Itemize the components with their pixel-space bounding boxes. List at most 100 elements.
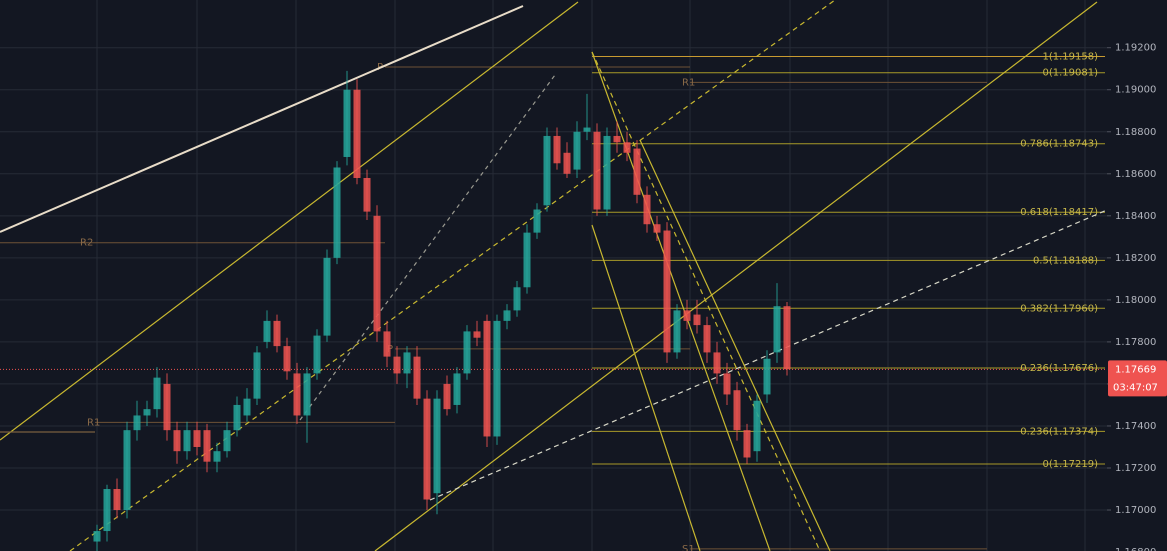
vertical-grid	[96, 0, 1086, 551]
candle-body	[173, 430, 181, 452]
candle-body	[223, 430, 231, 452]
candle-body	[183, 430, 191, 452]
countdown: 03:47:07	[1113, 382, 1158, 393]
y-tick-label: 1.17800	[1115, 337, 1156, 348]
descending-line	[591, 224, 701, 551]
candle-body	[413, 356, 421, 399]
candle-body	[343, 89, 351, 157]
candle-body	[193, 430, 201, 447]
candle-body	[773, 306, 781, 353]
trend-line	[0, 5, 524, 233]
fib-label: 0.236(1.17676)	[1020, 363, 1098, 374]
y-tick-label: 1.18800	[1115, 127, 1156, 138]
candle-body	[633, 148, 641, 195]
candle-body	[293, 373, 301, 416]
horizontal-grid	[0, 47, 1107, 511]
fib-label: 0.236(1.17374)	[1020, 426, 1098, 437]
candle-body	[243, 398, 251, 416]
candle-body	[403, 352, 411, 374]
descending-line	[591, 51, 771, 551]
candle-body	[523, 232, 531, 288]
levels: 1(1.19158) 0(1.19081) 0.786(1.18743) 0.618(…	[0, 52, 1107, 551]
candle-body	[643, 194, 651, 225]
channel-line	[374, 1, 1098, 551]
descending-line	[591, 51, 821, 551]
candle-body	[743, 430, 751, 458]
y-tick-label: 1.19000	[1115, 85, 1156, 96]
candle-body	[653, 224, 661, 233]
y-tick-label: 1.16800	[1115, 547, 1156, 551]
candle-body	[213, 451, 221, 462]
candle-body	[303, 373, 311, 416]
candle-body	[513, 287, 521, 311]
candle-body	[263, 320, 271, 342]
price-axis-labels: 1.19200 1.19000 1.18800 1.18600 1.18400 1.182…	[1107, 43, 1167, 551]
fib-label: 0.382(1.17960)	[1020, 303, 1098, 314]
fib-label: 0.5(1.18188)	[1033, 255, 1098, 266]
last-price-box	[1108, 360, 1167, 397]
y-tick-label: 1.19200	[1115, 43, 1156, 54]
drawings	[0, 0, 1108, 551]
candle-body	[353, 89, 361, 178]
candle-body	[503, 310, 511, 321]
y-tick-label: 1.18600	[1115, 169, 1156, 180]
candle-body	[373, 215, 381, 332]
candle-body	[393, 356, 401, 374]
channel-line	[0, 1, 579, 441]
candle-body	[93, 531, 101, 542]
candle-body	[493, 320, 501, 437]
y-tick-label: 1.18000	[1115, 295, 1156, 306]
candle-body	[713, 352, 721, 374]
candle-body	[573, 131, 581, 170]
candle-body	[603, 135, 611, 210]
candle-body	[333, 167, 341, 258]
candle-body	[433, 398, 441, 494]
candle-body	[203, 430, 211, 462]
candle-body	[463, 331, 471, 374]
candle-body	[453, 373, 461, 405]
pivot-label: S1	[682, 544, 695, 551]
candle-body	[473, 331, 481, 338]
candle-body	[123, 430, 131, 511]
candle-body	[553, 135, 561, 164]
last-price-label: 1.17669	[1115, 364, 1156, 375]
candle-body	[733, 390, 741, 431]
candle-body	[163, 383, 171, 431]
candle-body	[693, 314, 701, 326]
fib-label: 0(1.19081)	[1042, 68, 1098, 79]
candle-body	[533, 209, 541, 233]
fib-label: 0.786(1.18743)	[1020, 139, 1098, 150]
candle-body	[273, 320, 281, 347]
candle-body	[233, 404, 241, 431]
candle-body	[673, 310, 681, 353]
candle-body	[103, 489, 111, 532]
price-axis	[1107, 0, 1167, 551]
candle-body	[543, 135, 551, 206]
candle-body	[763, 358, 771, 395]
candle-body	[313, 335, 321, 374]
candle-body	[723, 373, 731, 395]
y-tick-label: 1.17000	[1115, 505, 1156, 516]
fib-label: 1(1.19158)	[1042, 52, 1098, 63]
candle-body	[143, 409, 151, 416]
candles	[93, 70, 791, 551]
y-tick-label: 1.17200	[1115, 463, 1156, 474]
fib-label: 0.618(1.18417)	[1020, 207, 1098, 218]
candle-body	[483, 320, 491, 437]
candle-body	[593, 131, 601, 210]
pivot-label: R1	[87, 417, 100, 428]
candle-body	[133, 415, 141, 431]
candle-body	[703, 325, 711, 353]
candle-body	[623, 142, 631, 153]
candle-body	[113, 489, 121, 511]
candle-body	[443, 383, 451, 410]
candle-body	[283, 346, 291, 372]
candle-body	[753, 400, 761, 452]
channel-midline	[429, 209, 1108, 501]
candle-body	[783, 306, 791, 370]
candle-body	[613, 135, 621, 143]
candle-body	[363, 177, 371, 212]
pivot-label: R1	[682, 77, 695, 88]
candle-body	[563, 152, 571, 174]
